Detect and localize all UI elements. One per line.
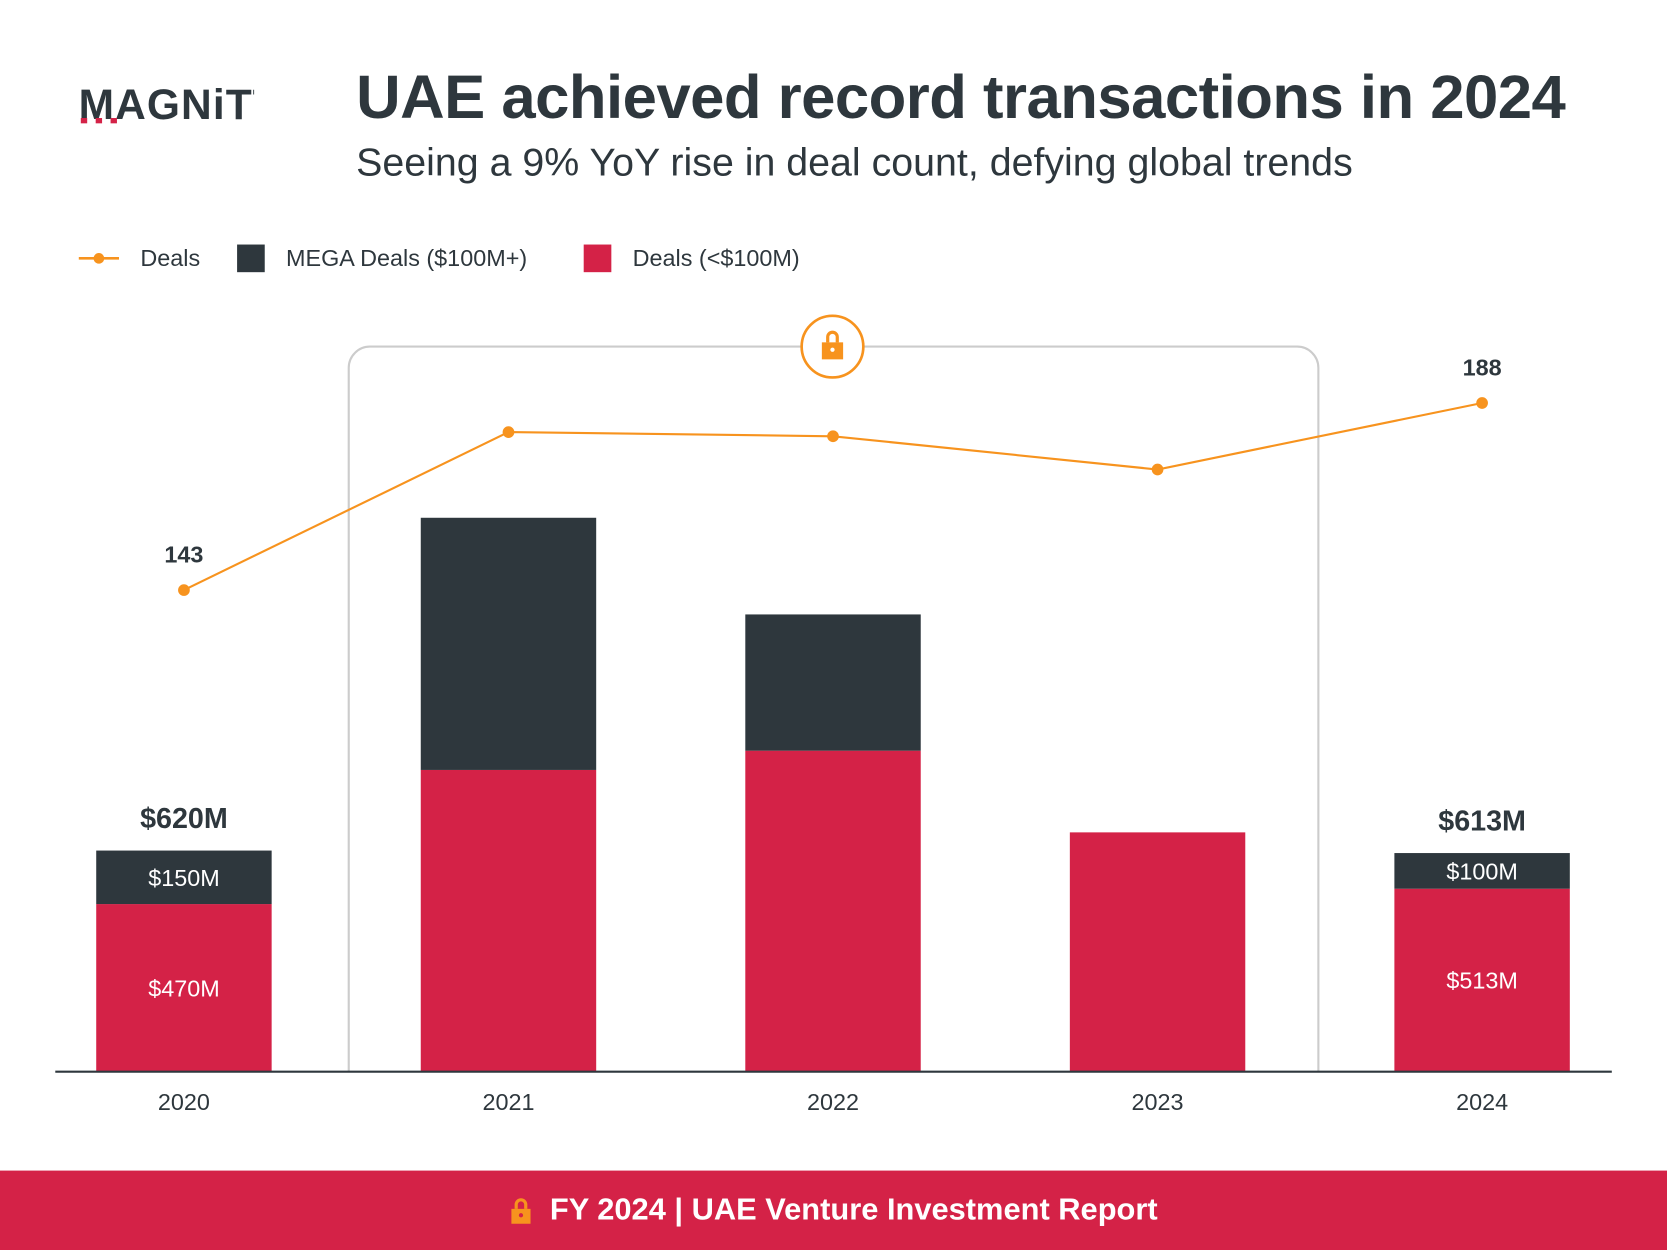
bar-label: $513M: [1446, 968, 1517, 994]
bar-small-2021: [420, 769, 597, 1072]
bar-label: $470M: [148, 975, 219, 1001]
legend-item-mega: MEGA Deals ($100M+): [237, 244, 528, 273]
bar-mega-2022: [745, 614, 921, 751]
page-title: UAE achieved record transactions in 2024: [356, 62, 1566, 132]
lock-icon: [511, 1197, 531, 1224]
lock-icon-keyhole: [830, 347, 835, 352]
legend-swatch: [583, 244, 612, 273]
chart: $470M $150M $620M 2020 2021 2022 2023 $513M $100…: [55, 314, 1612, 1115]
total-label: $613M: [1438, 806, 1526, 838]
magnitt-logo: MAGNiTT: [79, 83, 254, 126]
bar-small-2024: [1394, 888, 1570, 1072]
bar-small-2023: [1069, 832, 1246, 1072]
deals-point-2024: [1476, 397, 1488, 409]
deals-point-2022: [827, 430, 839, 443]
line-marker-icon: [78, 253, 120, 264]
bar-label: $100M: [1446, 858, 1517, 884]
legend-label: MEGA Deals ($100M+): [286, 244, 528, 272]
bar-mega-2020: [96, 850, 272, 905]
x-tick-label: 2021: [482, 1089, 534, 1115]
deals-point-2021: [502, 426, 515, 438]
x-tick-label: 2024: [1456, 1089, 1508, 1115]
deals-point-2020: [178, 584, 190, 596]
footer-text: FY 2024 | UAE Venture Investment Report: [549, 1192, 1158, 1227]
bar-mega-2021: [420, 517, 597, 770]
legend-swatch: [237, 244, 265, 273]
bar-small-2022: [745, 750, 921, 1072]
legend-label: Deals: [140, 244, 201, 272]
x-tick-label: 2022: [807, 1089, 859, 1115]
legend-item-deals: Deals: [78, 244, 201, 273]
x-tick-label: 2023: [1132, 1089, 1184, 1115]
deals-point-2023: [1151, 463, 1164, 476]
bar-label: $150M: [148, 865, 219, 891]
total-label: $620M: [140, 803, 228, 835]
page-subtitle: Seeing a 9% YoY rise in deal count, defy…: [356, 140, 1353, 184]
bar-small-2020: [96, 904, 272, 1072]
deals-label: 188: [1463, 354, 1502, 380]
legend-label: Deals (<$100M): [632, 244, 800, 272]
legend-item-small: Deals (<$100M): [583, 244, 800, 273]
deals-label: 143: [164, 541, 203, 567]
footer-banner: FY 2024 | UAE Venture Investment Report: [0, 1170, 1667, 1250]
x-tick-label: 2020: [158, 1089, 210, 1115]
svg-text:MAGNiTT: MAGNiTT: [79, 83, 254, 126]
bar-mega-2024: [1394, 853, 1570, 889]
